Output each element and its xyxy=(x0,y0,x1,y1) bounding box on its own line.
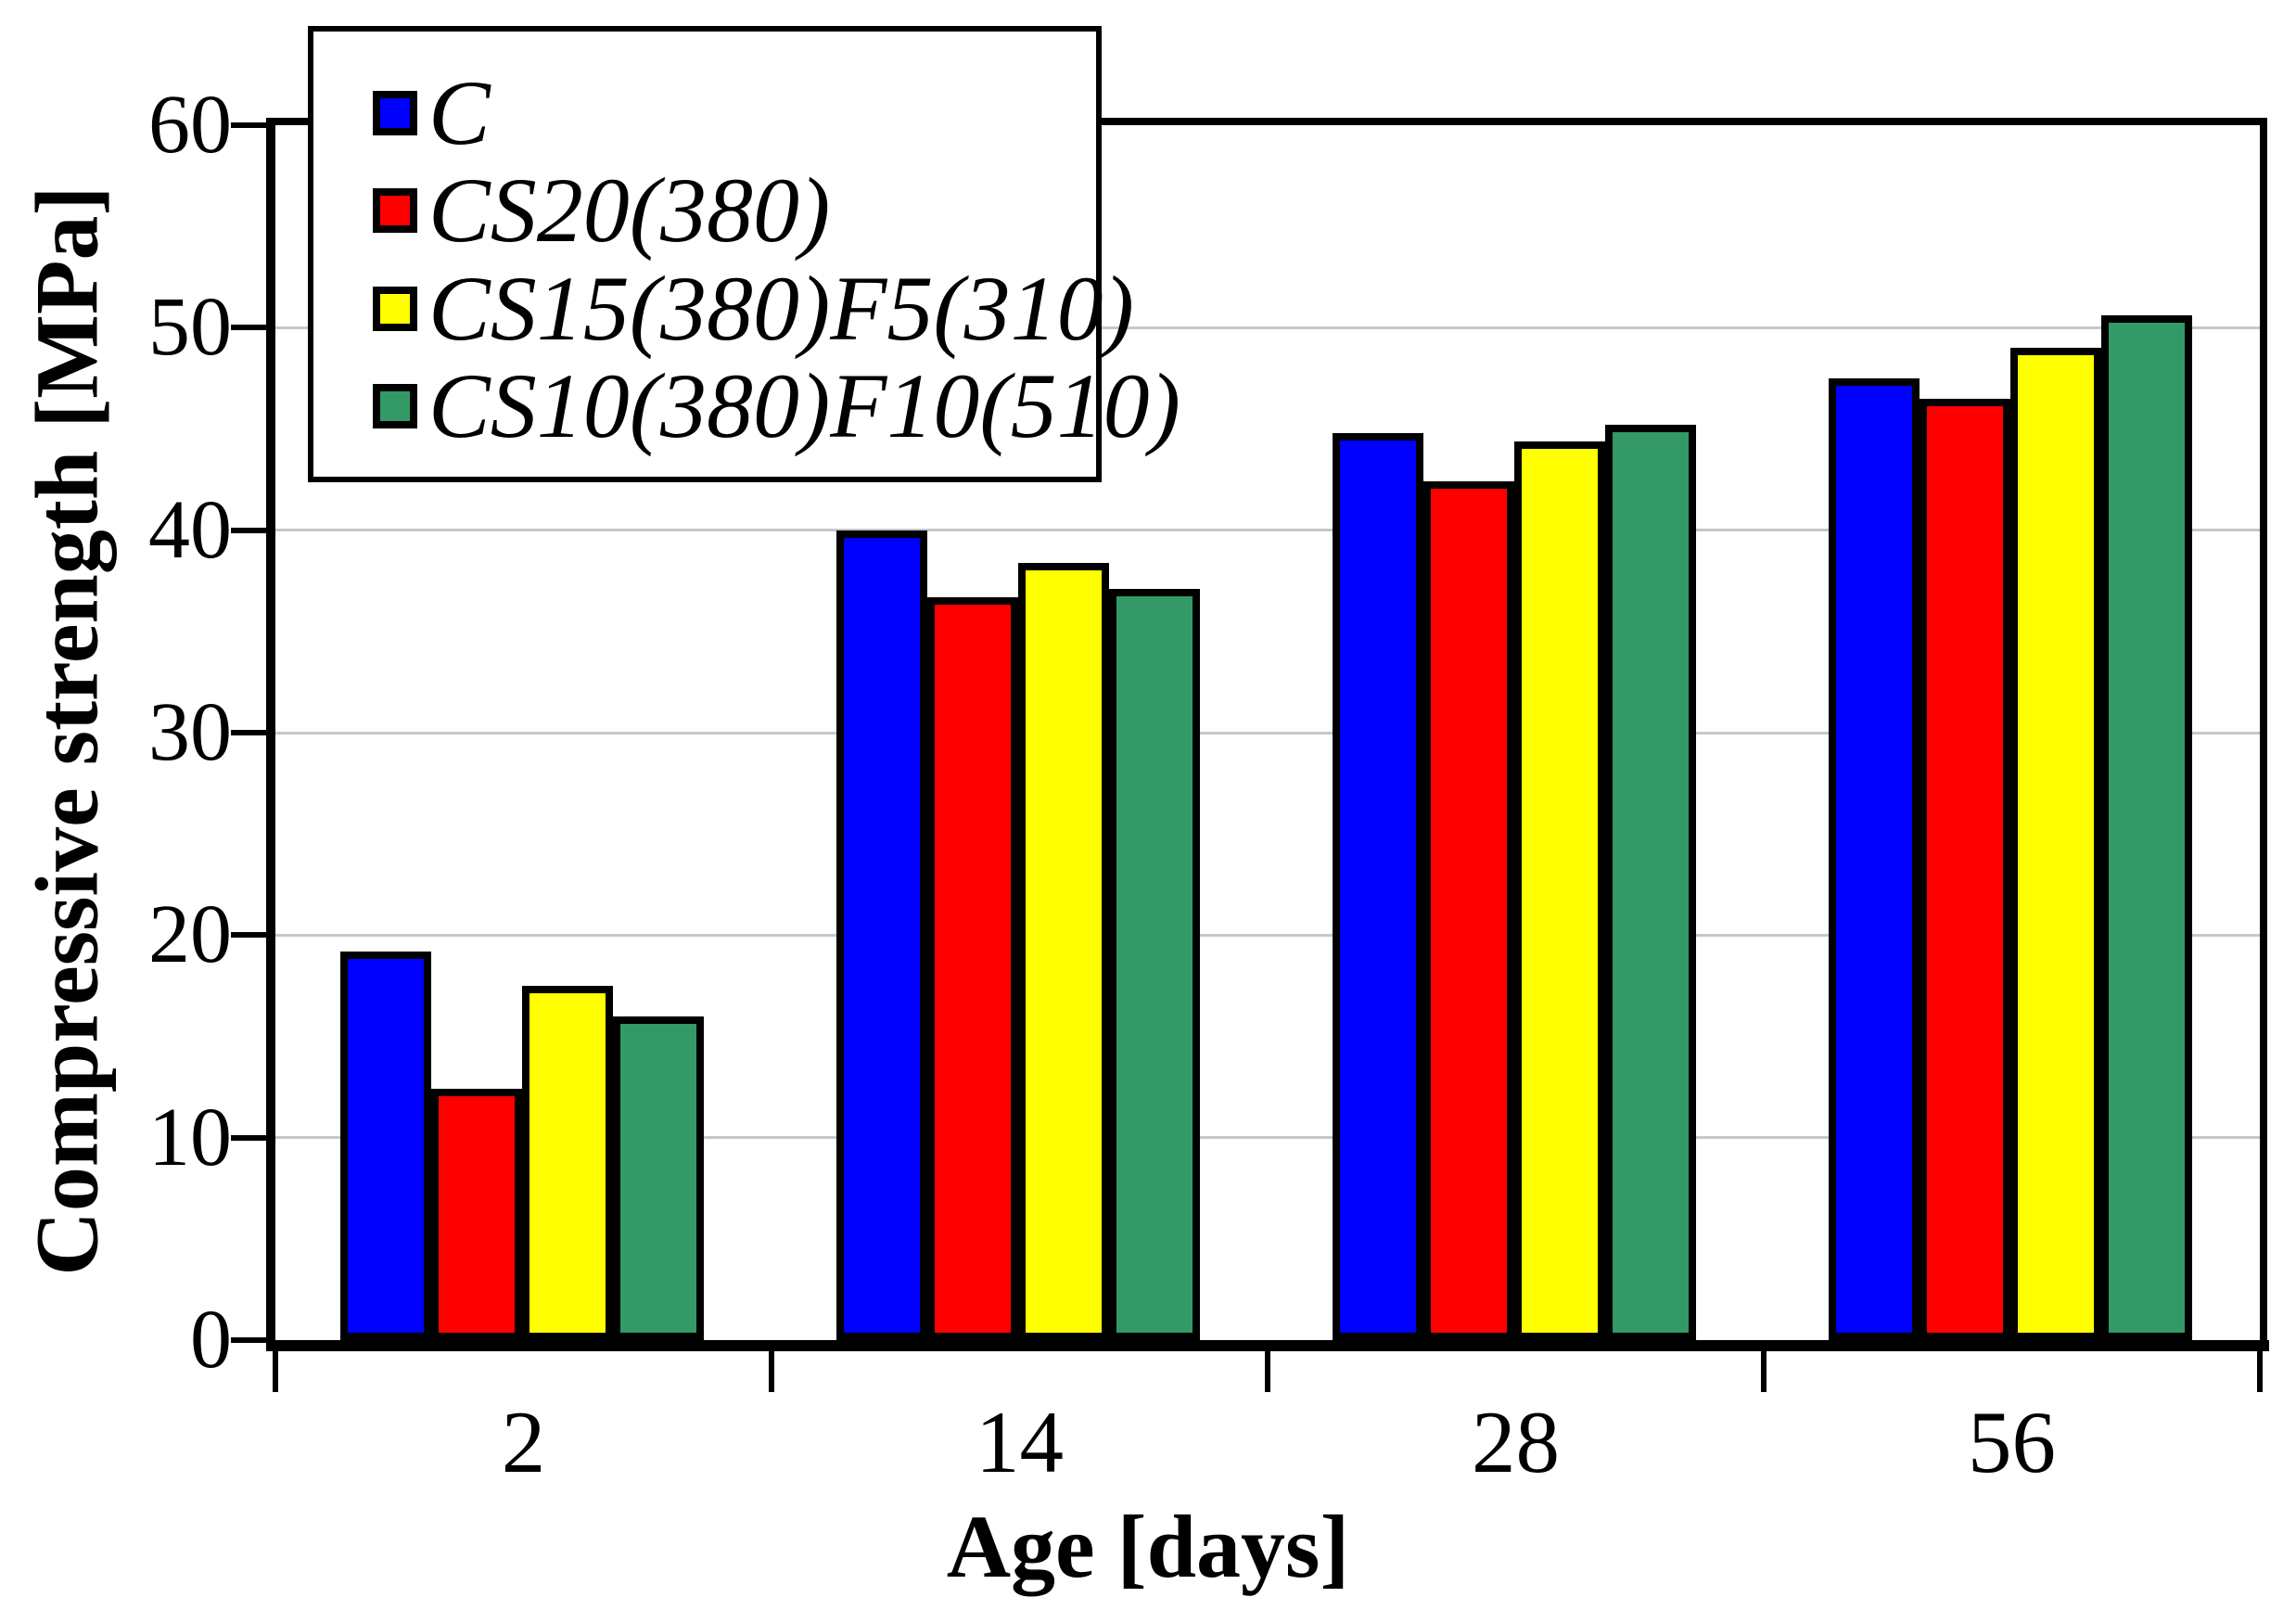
gridline xyxy=(275,731,2260,735)
y-tick-label: 50 xyxy=(148,281,232,374)
legend-label: CS15(380)F5(310) xyxy=(428,256,1134,360)
bar xyxy=(1514,441,1605,1340)
bar xyxy=(1109,588,1200,1340)
x-axis-line xyxy=(266,1340,2269,1351)
x-tick xyxy=(273,1351,278,1392)
bar xyxy=(340,951,431,1340)
bar xyxy=(836,530,927,1340)
bar xyxy=(1920,398,2010,1340)
bar xyxy=(1829,377,1920,1340)
bar xyxy=(1605,425,1696,1340)
y-tick-label: 30 xyxy=(148,686,232,778)
x-category-label: 2 xyxy=(501,1393,546,1491)
bar xyxy=(1333,432,1423,1340)
legend-swatch-icon xyxy=(373,383,417,428)
legend-swatch-icon xyxy=(373,286,417,331)
bar xyxy=(522,985,613,1340)
bar xyxy=(2101,315,2192,1340)
bar xyxy=(1018,562,1109,1340)
legend-label: CS10(380)F10(510) xyxy=(428,353,1180,457)
x-category-label: 28 xyxy=(1472,1393,1560,1491)
y-axis-line xyxy=(266,118,275,1351)
legend: C CS20(380) CS15(380)F5(310) CS10(380)F1… xyxy=(308,26,1180,482)
y-tick-label: 10 xyxy=(148,1091,232,1183)
y-tick xyxy=(231,325,268,331)
legend-swatch-icon xyxy=(373,188,417,234)
x-category-label: 56 xyxy=(1968,1393,2056,1491)
bar xyxy=(1423,481,1514,1340)
plot-right-border xyxy=(2260,118,2267,1351)
gridline xyxy=(275,933,2260,937)
y-tick-label: 0 xyxy=(190,1294,232,1386)
legend-item: CS15(380)F5(310) xyxy=(373,262,1134,355)
x-tick xyxy=(769,1351,774,1392)
y-tick-label: 60 xyxy=(148,79,232,171)
bar xyxy=(431,1089,522,1340)
gridline xyxy=(275,326,2260,329)
legend-swatch-icon xyxy=(373,91,417,135)
y-tick xyxy=(231,932,268,939)
legend-label: CS20(380) xyxy=(428,159,831,262)
x-category-label: 14 xyxy=(976,1393,1064,1491)
y-tick-label: 20 xyxy=(148,888,232,981)
y-tick-label: 40 xyxy=(148,483,232,576)
gridline xyxy=(275,1136,2260,1140)
bar xyxy=(2010,348,2101,1340)
y-tick xyxy=(231,527,268,533)
y-tick xyxy=(231,730,268,735)
legend-item: CS20(380) xyxy=(373,164,1078,257)
x-tick xyxy=(1761,1351,1767,1392)
bar xyxy=(613,1016,704,1340)
legend-item: CS10(380)F10(510) xyxy=(373,359,1180,453)
y-tick xyxy=(231,1337,268,1343)
bar xyxy=(927,596,1018,1340)
x-tick xyxy=(1265,1351,1270,1392)
y-tick xyxy=(231,1134,268,1141)
plot-top-border xyxy=(266,118,2267,125)
y-tick xyxy=(231,122,268,128)
x-tick xyxy=(2257,1351,2263,1392)
gridline xyxy=(275,529,2260,532)
x-axis-title: Age [days] xyxy=(946,1497,1350,1596)
legend-item: C xyxy=(373,67,1078,160)
legend-label: C xyxy=(428,61,491,164)
